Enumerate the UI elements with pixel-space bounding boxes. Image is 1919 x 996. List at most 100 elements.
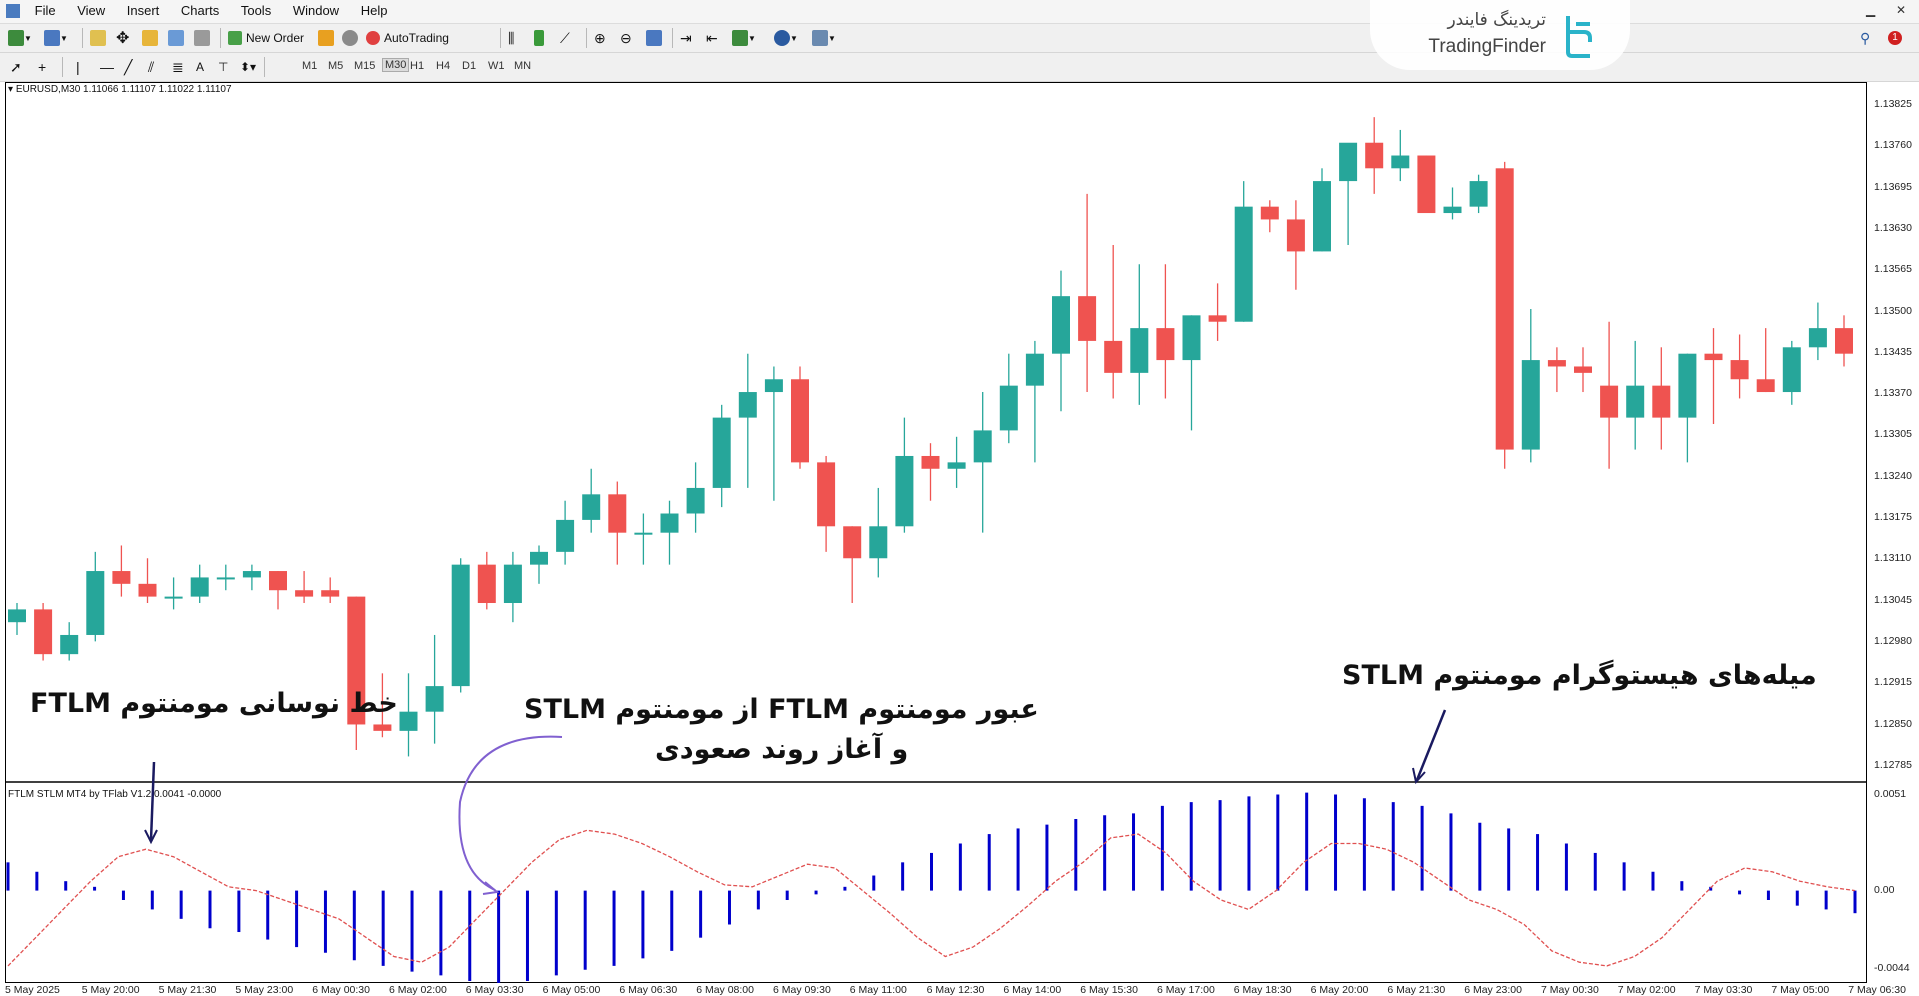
annotation-crossover-2: و آغاز روند صعودی (655, 734, 909, 765)
new-order-button[interactable]: New Order (228, 28, 304, 48)
timeframe-h1[interactable]: H1 (410, 60, 425, 72)
market-watch-icon[interactable] (90, 28, 106, 48)
templates-icon[interactable]: ▼ (812, 28, 836, 48)
timeframe-d1[interactable]: D1 (462, 60, 477, 72)
candle-body (1130, 328, 1149, 373)
line-chart-icon[interactable]: ⟋ (560, 29, 570, 46)
time-label: 6 May 14:00 (1003, 984, 1062, 996)
timeframe-m30[interactable]: M30 (382, 58, 410, 72)
candle-body (869, 526, 888, 559)
candle-body (1156, 328, 1175, 361)
text-label-icon[interactable]: ⊤ (218, 60, 229, 74)
profiles-icon[interactable]: ▼ (44, 28, 68, 48)
periods-icon[interactable]: ▼ (774, 28, 798, 48)
cursor-icon[interactable]: ➚ (10, 58, 22, 75)
candle-body (791, 379, 809, 463)
timeframe-m1[interactable]: M1 (302, 60, 318, 72)
candle-body (503, 564, 522, 604)
timeframe-m5[interactable]: M5 (328, 60, 344, 72)
annotation-arrowhead (1412, 767, 1426, 785)
candlestick-icon[interactable] (534, 28, 544, 48)
candle-body (242, 571, 261, 578)
candle-body (164, 596, 183, 599)
autoscroll-icon[interactable]: ⇤ (706, 29, 718, 46)
candle-body (216, 577, 235, 580)
terminal-icon[interactable] (168, 28, 184, 48)
metaeditor-icon[interactable] (318, 28, 334, 48)
candle-body (1469, 181, 1488, 207)
zoom-in-icon[interactable]: ⊕ (594, 29, 606, 46)
price-label: 1.13435 (1874, 345, 1912, 358)
timeframe-h4[interactable]: H4 (436, 60, 451, 72)
price-label: 1.13110 (1874, 552, 1912, 565)
new-chart-icon[interactable]: ▼ (8, 28, 32, 48)
trendline-icon[interactable]: ╱ (124, 58, 133, 75)
candle-body (295, 590, 314, 597)
horizontal-line-icon[interactable]: — (100, 59, 114, 75)
menu-view[interactable]: View (77, 3, 106, 18)
candle-body (1260, 206, 1279, 220)
price-label: 1.12850 (1874, 717, 1912, 730)
search-icon[interactable]: ⚲ (1860, 29, 1871, 46)
price-label: 1.12980 (1874, 634, 1912, 647)
candle-body (451, 564, 470, 687)
crosshair-icon[interactable]: ✥ (116, 30, 130, 47)
autotrading-button[interactable]: AutoTrading (366, 28, 449, 48)
price-label: 1.12915 (1874, 676, 1912, 689)
price-chart[interactable] (5, 82, 1867, 983)
symbol-info: ▾ EURUSD,M30 1.11066 1.11107 1.11022 1.1… (8, 84, 232, 95)
menu-charts[interactable]: Charts (180, 3, 220, 18)
strategy-tester-icon[interactable] (194, 28, 210, 48)
candle-body (1730, 360, 1749, 380)
candle-body (1495, 168, 1514, 450)
zoom-out-icon[interactable]: ⊖ (620, 29, 632, 46)
timeframe-w1[interactable]: W1 (488, 60, 505, 72)
arrows-icon[interactable]: ⬍▾ (240, 60, 257, 74)
time-label: 6 May 06:30 (619, 984, 678, 996)
candle-body (86, 571, 105, 635)
indicators-icon[interactable]: ▼ (732, 28, 756, 48)
community-icon[interactable] (342, 28, 358, 48)
minimize-icon[interactable]: ▁ (1866, 3, 1876, 17)
menu-window[interactable]: Window (292, 3, 340, 18)
candle-body (399, 711, 418, 731)
candle-body (1208, 315, 1227, 322)
bar-chart-icon[interactable]: ⫼ (508, 29, 515, 46)
vertical-line-icon[interactable]: | (76, 59, 80, 75)
time-label: 7 May 03:30 (1694, 984, 1753, 996)
time-label: 7 May 05:00 (1771, 984, 1830, 996)
time-label: 6 May 08:00 (696, 984, 754, 996)
timeframe-m15[interactable]: M15 (354, 60, 376, 72)
candle-body (1782, 347, 1801, 393)
channel-icon[interactable]: ⫽ (148, 58, 155, 75)
fibonacci-icon[interactable]: ≣ (172, 58, 184, 75)
candle-body (1547, 360, 1566, 367)
tile-windows-icon[interactable] (646, 28, 662, 48)
candle-body (425, 686, 444, 712)
menu-file[interactable]: File (34, 3, 56, 18)
candle-body (895, 455, 914, 527)
close-icon[interactable]: ✕ (1896, 3, 1907, 17)
chart-shift-icon[interactable]: ⇥ (680, 29, 692, 46)
candle-body (1182, 315, 1201, 361)
menu-tools[interactable]: Tools (240, 3, 272, 18)
candle-body (477, 564, 496, 604)
tradingfinder-logo-icon (1566, 16, 1592, 58)
candle-body (817, 462, 836, 527)
notifications-icon[interactable]: 1 (1888, 28, 1902, 48)
text-tool-icon[interactable]: A (196, 60, 205, 74)
candle-body (1052, 296, 1070, 354)
time-label: 6 May 15:30 (1080, 984, 1138, 996)
candle-body (530, 551, 548, 565)
time-label: 6 May 00:30 (312, 984, 370, 996)
annotation-arrowhead (482, 881, 500, 895)
candle-body (660, 513, 679, 533)
crosshair-tool-icon[interactable]: + (38, 59, 47, 75)
candle-body (973, 430, 992, 463)
navigator-icon[interactable] (142, 28, 158, 48)
price-label: 1.13045 (1874, 593, 1912, 606)
menu-help[interactable]: Help (360, 3, 388, 18)
menu-insert[interactable]: Insert (126, 3, 160, 18)
timeframe-mn[interactable]: MN (514, 60, 532, 72)
candle-body (269, 571, 287, 591)
